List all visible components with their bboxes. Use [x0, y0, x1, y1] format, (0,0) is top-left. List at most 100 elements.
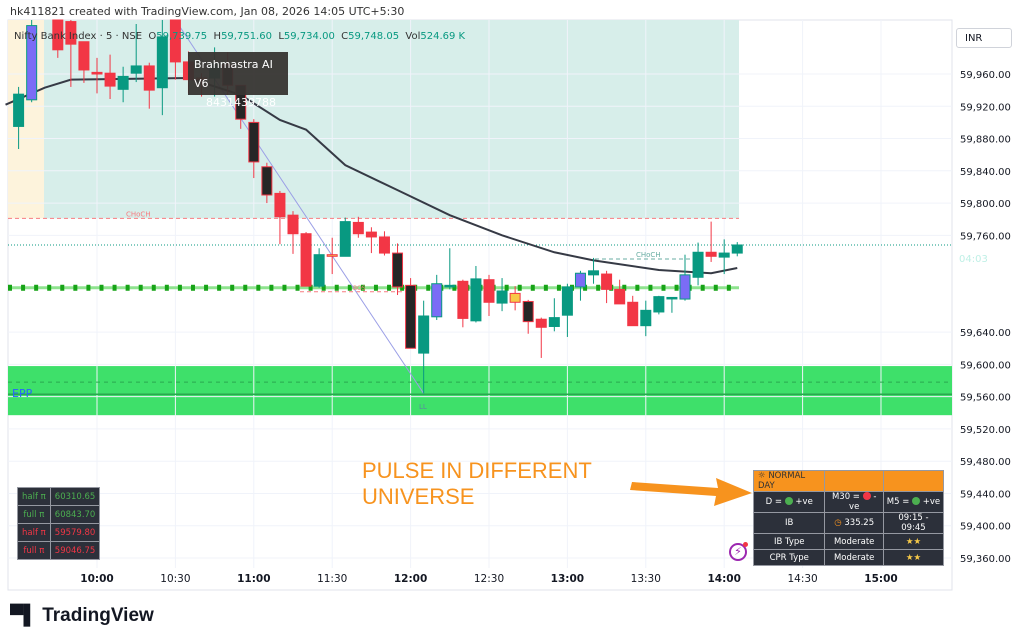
candle-body	[601, 273, 613, 290]
candle-body	[548, 317, 560, 327]
candle-body	[627, 301, 639, 327]
cpr-type-label: CPR Type	[752, 549, 826, 566]
candle-body	[261, 166, 273, 196]
bos-dot	[583, 284, 588, 291]
candle-body	[574, 272, 586, 288]
candle-body	[287, 214, 299, 235]
y-tick-label: 59,800.00	[960, 199, 1011, 210]
high-value: 59,751.60	[221, 31, 272, 42]
x-tick-label: 12:00	[394, 573, 427, 585]
bos-dot	[112, 284, 117, 291]
candle-body	[679, 274, 691, 300]
green-dot-icon	[912, 497, 921, 505]
lightning-icon[interactable]: ⚡	[729, 542, 748, 561]
green-dot-icon	[784, 497, 793, 505]
bos-dot	[217, 284, 222, 291]
pulse-title: ☼ NORMAL DAY	[752, 470, 826, 492]
x-tick-label: 13:00	[551, 573, 584, 585]
bos-dot	[21, 284, 26, 291]
arrow-icon	[630, 478, 752, 506]
y-tick-label: 59,440.00	[960, 489, 1011, 500]
candle-body	[326, 254, 338, 257]
pi-label: half π	[17, 523, 51, 542]
tooltip-title: Brahmastra AI V6	[194, 58, 273, 90]
low-label: L	[278, 31, 284, 42]
bos-dot	[190, 284, 195, 291]
bos-dot	[177, 284, 182, 291]
x-tick-label: 13:30	[631, 573, 661, 585]
table-row: full π 60843.70	[17, 505, 101, 524]
price-tag-bos: 59,695.00	[959, 296, 1010, 307]
epp-zone	[8, 366, 952, 416]
bos-dot	[347, 284, 352, 291]
pi-levels-table: half π 60310.65 full π 60843.70 half π 5957…	[17, 487, 101, 560]
pi-label: full π	[17, 505, 51, 524]
candle-body	[496, 290, 508, 304]
candle-body	[143, 65, 155, 91]
candle-body	[666, 296, 678, 300]
open-value: 59,739.75	[156, 31, 208, 42]
bos-dot	[47, 284, 52, 291]
candle-body	[352, 221, 364, 235]
indicator-tooltip: Brahmastra AI V6 8431439788	[188, 52, 288, 109]
bos-dot	[648, 284, 653, 291]
choch-label-right: CHoCH	[636, 251, 661, 259]
table-row: full π 59046.75	[17, 541, 101, 560]
candle-body	[26, 25, 38, 101]
candle-body	[588, 270, 600, 276]
bos-dot	[230, 284, 235, 291]
candle-body	[535, 318, 547, 328]
candle-body	[378, 236, 390, 254]
bos-dot	[99, 284, 104, 291]
symbol-label[interactable]: Nifty Bank Index · 5 · NSE	[14, 31, 143, 42]
bos-dot	[635, 284, 640, 291]
bos-dot	[556, 284, 561, 291]
x-tick-label: 11:00	[237, 573, 270, 585]
candle-body	[509, 292, 521, 303]
candle-body	[561, 286, 573, 316]
bos-dot	[34, 284, 39, 291]
y-tick-label: 59,600.00	[960, 360, 1011, 371]
choch-label: CHoCH	[126, 210, 151, 218]
bos-dot	[60, 284, 65, 291]
y-tick-label: 59,480.00	[960, 457, 1011, 468]
open-label: O	[148, 31, 157, 42]
bos-dot	[674, 284, 679, 291]
candle-body	[248, 121, 260, 163]
day-type: NORMAL DAY	[758, 471, 806, 491]
table-row: D = +ve M30 = -ve M5 = +ve	[752, 491, 945, 513]
bos-dot	[596, 284, 601, 291]
x-tick-label: 14:30	[787, 573, 817, 585]
candle-body	[78, 41, 90, 71]
y-tick-label: 59,960.00	[960, 70, 1011, 81]
bos-dot	[452, 284, 457, 291]
price-tag-prev: 59,744.50	[959, 268, 1010, 279]
bos-dot	[334, 284, 339, 291]
pi-value: 59579.80	[49, 523, 101, 542]
tradingview-logo[interactable]: ▀▌ TradingView	[10, 605, 154, 627]
bos-dot	[321, 284, 326, 291]
volume-value: 524.69 K	[420, 31, 466, 42]
bos-dot	[73, 284, 78, 291]
bos-dot	[308, 284, 313, 291]
ib-label: IB	[752, 512, 826, 534]
y-tick-label: 59,560.00	[960, 393, 1011, 404]
x-tick-label: 14:00	[707, 573, 740, 585]
x-tick-label: 10:00	[80, 573, 113, 585]
ib-type-label: IB Type	[752, 533, 826, 550]
candle-body	[65, 21, 77, 45]
bos-dot	[8, 284, 12, 291]
bos-dot	[164, 284, 169, 291]
currency-button[interactable]: INR	[956, 28, 1012, 48]
ib-time: 09:15 - 09:45	[882, 512, 945, 534]
bos-dot	[151, 284, 156, 291]
close-label: C	[341, 31, 349, 42]
bos-dot	[622, 284, 627, 291]
candle-body	[470, 278, 482, 322]
bos-dot	[360, 284, 365, 291]
pi-label: half π	[17, 487, 51, 506]
candle-body	[339, 221, 351, 257]
candle-body	[653, 296, 665, 313]
candle-body	[117, 75, 129, 90]
y-tick-label: 59,640.00	[960, 328, 1011, 339]
